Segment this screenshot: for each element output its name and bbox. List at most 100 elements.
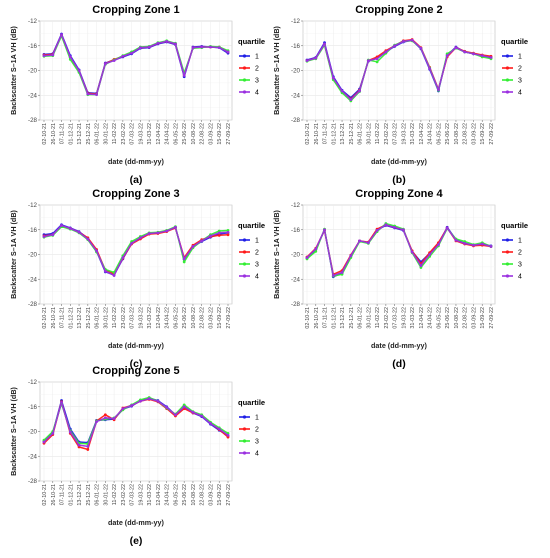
legend-marker-q2 [505, 250, 510, 254]
x-tick-label: 03-09-22 [208, 123, 214, 145]
x-tick-label: 22-08-22 [200, 484, 206, 506]
y-tick-label: -20 [28, 429, 38, 436]
legend-label-q3: 3 [518, 262, 522, 269]
x-tick-label: 11-02-22 [375, 307, 381, 328]
data-point-q4 [103, 416, 107, 420]
x-tick-label: 12-04-22 [419, 307, 425, 329]
data-point-q4 [77, 69, 81, 72]
y-tick-label: -20 [28, 68, 38, 75]
legend-title: quartile [501, 221, 528, 230]
chart-title: Cropping Zone 1 [92, 4, 179, 16]
data-point-q4 [42, 54, 46, 58]
legend-marker-q1 [242, 54, 247, 58]
x-tick-label: 06-01-22 [95, 307, 101, 329]
x-tick-label: 06-01-22 [95, 123, 101, 145]
data-point-q4 [480, 54, 484, 58]
data-point-q4 [138, 399, 142, 403]
data-point-q4 [112, 417, 116, 420]
data-point-q4 [331, 76, 335, 80]
y-tick-label: -28 [28, 117, 38, 124]
x-tick-label: 23-02-22 [121, 123, 127, 145]
x-tick-label: 23-02-22 [121, 484, 127, 506]
x-tick-label: 13-12-21 [77, 307, 83, 329]
data-point-q4 [174, 413, 177, 417]
y-axis-label: Backscatter S–1A VH (dB) [272, 25, 281, 114]
x-tick-label: 03-09-22 [208, 484, 214, 506]
data-point-q4 [191, 410, 195, 414]
data-point-q4 [366, 59, 370, 62]
data-point-q4 [95, 93, 98, 97]
x-tick-label: 24-04-22 [428, 123, 434, 145]
x-tick-label: 06-05-22 [173, 307, 179, 329]
legend-marker-q4 [242, 90, 247, 94]
data-point-q4 [165, 40, 169, 43]
y-tick-label: -24 [291, 92, 301, 99]
data-point-q4 [191, 245, 195, 248]
data-point-q4 [226, 433, 230, 437]
y-tick-label: -24 [28, 453, 38, 460]
x-axis-label: date (dd-mm-yy) [371, 341, 428, 350]
data-point-q2 [86, 448, 90, 451]
legend-label-q1: 1 [255, 415, 259, 422]
x-tick-label: 15-09-22 [480, 123, 486, 145]
y-tick-label: -16 [291, 227, 301, 234]
legend-marker-q1 [242, 238, 247, 242]
series-line-q4 [306, 224, 492, 277]
legend-label-q4: 4 [255, 451, 259, 458]
series-line-q4 [306, 39, 492, 101]
data-point-q3 [314, 250, 318, 253]
data-point-q4 [366, 241, 370, 245]
y-tick-label: -12 [28, 379, 38, 386]
y-tick-label: -12 [28, 202, 38, 209]
x-tick-label: 07-03-22 [130, 484, 136, 506]
x-tick-label: 01-12-21 [68, 307, 74, 329]
data-point-q4 [95, 249, 98, 253]
x-tick-label: 25-06-22 [182, 123, 188, 145]
data-point-q2 [226, 233, 230, 237]
legend-label-q4: 4 [255, 90, 259, 97]
x-tick-label: 07-11-21 [60, 123, 66, 144]
x-tick-label: 02-10-21 [42, 484, 48, 506]
legend-label-q4: 4 [518, 90, 522, 97]
data-point-q4 [349, 254, 353, 258]
data-point-q4 [130, 51, 134, 55]
x-tick-label: 26-10-21 [314, 123, 320, 145]
data-point-q4 [472, 243, 475, 247]
data-point-q4 [51, 233, 55, 237]
data-point-q4 [226, 50, 230, 54]
x-tick-label: 31-03-22 [147, 307, 153, 329]
x-tick-label: 19-03-22 [401, 123, 407, 145]
x-tick-label: 25-12-21 [86, 123, 92, 145]
x-tick-label: 11-02-22 [112, 484, 118, 505]
data-point-q4 [121, 407, 125, 411]
x-tick-label: 15-09-22 [217, 484, 223, 506]
data-point-q4 [200, 45, 204, 49]
x-tick-label: 10-08-22 [191, 307, 197, 329]
series-line-q4 [43, 33, 229, 96]
data-point-q4 [384, 223, 388, 227]
series-line-q3 [43, 396, 229, 445]
data-point-q4 [174, 42, 177, 46]
chart-title: Cropping Zone 2 [355, 4, 442, 16]
data-point-q4 [103, 269, 107, 273]
x-tick-label: 19-03-22 [138, 307, 144, 329]
y-tick-label: -28 [291, 117, 301, 124]
x-tick-label: 22-08-22 [200, 307, 206, 329]
data-point-q4 [60, 401, 63, 404]
x-tick-label: 25-12-21 [349, 307, 355, 329]
x-tick-label: 12-04-22 [156, 307, 162, 329]
x-tick-label: 06-05-22 [173, 123, 179, 145]
legend-label-q2: 2 [255, 66, 259, 73]
legend-marker-q1 [242, 415, 247, 419]
data-point-q4 [95, 420, 98, 423]
data-point-q4 [156, 41, 160, 45]
data-point-q4 [401, 228, 405, 232]
data-point-q3 [375, 60, 379, 64]
legend-marker-q2 [242, 427, 247, 431]
data-point-q4 [138, 46, 142, 50]
x-tick-label: 26-10-21 [51, 307, 57, 329]
series-line-q3 [306, 222, 492, 277]
x-tick-label: 30-01-22 [103, 484, 109, 506]
data-point-q4 [323, 42, 326, 46]
